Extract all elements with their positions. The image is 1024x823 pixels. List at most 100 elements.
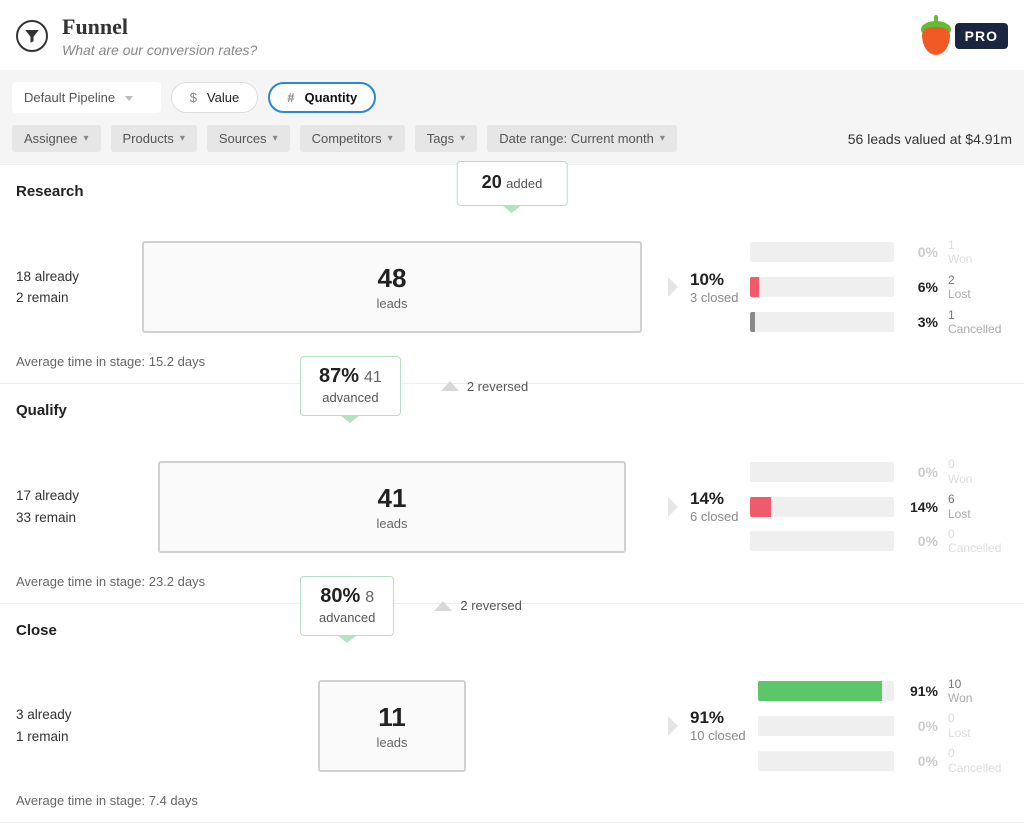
outcome-label: Cancelled	[948, 761, 1008, 775]
filter-assignee[interactable]: Assignee▾	[12, 125, 101, 152]
filter-products[interactable]: Products▾	[111, 125, 197, 152]
outcome-meta: 0 Lost	[948, 711, 1008, 740]
outcome-bar-fill	[750, 497, 770, 517]
closed-pct: 91%	[690, 708, 746, 728]
stage-left-col: 17 already 33 remain	[16, 485, 116, 528]
already-count: 17 already	[16, 485, 116, 507]
stage-left-col: 3 already 1 remain	[16, 704, 116, 747]
filter-competitors[interactable]: Competitors▾	[300, 125, 405, 152]
controls-bar: Default Pipeline $ Value # Quantity Assi…	[0, 70, 1024, 164]
filter-tags[interactable]: Tags▾	[415, 125, 478, 152]
advance-pct: 80%	[320, 585, 360, 607]
reversed-text: 2 reversed	[460, 598, 521, 613]
outcome-pct: 0%	[904, 718, 938, 734]
nutshell-logo-icon	[919, 17, 953, 55]
outcome-label: Lost	[948, 726, 1008, 740]
funnel-icon	[16, 20, 48, 52]
value-mode-pill[interactable]: $ Value	[171, 82, 259, 113]
funnel-stage: 87%41 advanced 2 reversed Qualify 17 alr…	[0, 384, 1024, 603]
outcome-label: Won	[948, 472, 1008, 486]
leads-label: leads	[320, 735, 464, 750]
closed-summary: 14% 6 closed	[690, 489, 738, 524]
chevron-down-icon: ▾	[460, 133, 465, 144]
closed-summary: 91% 10 closed	[690, 708, 746, 743]
page-header: Funnel What are our conversion rates? PR…	[0, 0, 1024, 70]
outcomes-list: 0% 0 Won 14% 6 Lost 0% 0 Cancelled	[750, 457, 1008, 555]
added-badge: 20 added	[457, 161, 568, 206]
outcome-bar-track	[750, 277, 894, 297]
outcome-pct: 14%	[904, 499, 938, 515]
leads-box[interactable]: 48 leads	[142, 241, 642, 333]
advance-count: 8	[365, 589, 374, 606]
remain-count: 2 remain	[16, 287, 116, 309]
chevron-down-icon: ▾	[273, 133, 278, 144]
outcome-meta: 0 Cancelled	[948, 527, 1008, 556]
outcome-row: 91% 10 Won	[758, 677, 1008, 706]
outcome-label: Cancelled	[948, 322, 1008, 336]
outcome-count: 0	[948, 711, 1008, 725]
avg-time-text: Average time in stage: 7.4 days	[16, 793, 1008, 808]
outcome-row: 3% 1 Cancelled	[750, 308, 1008, 337]
funnel-stages: 20 added Research 18 already 2 remain 48…	[0, 164, 1024, 823]
outcome-bar-track	[750, 531, 894, 551]
page-subtitle: What are our conversion rates?	[62, 42, 257, 58]
reversed-indicator: 2 reversed	[441, 379, 528, 394]
outcome-label: Cancelled	[948, 541, 1008, 555]
chevron-down-icon	[125, 96, 133, 101]
outcome-meta: 1 Won	[948, 238, 1008, 267]
stage-left-col: 18 already 2 remain	[16, 266, 116, 309]
outcome-row: 0% 0 Cancelled	[750, 527, 1008, 556]
chevron-down-icon: ▾	[180, 133, 185, 144]
added-count: 20	[482, 172, 502, 192]
outcome-bar-fill	[750, 312, 754, 332]
outcome-count: 6	[948, 492, 1008, 506]
pipeline-select[interactable]: Default Pipeline	[12, 82, 161, 113]
outcome-count: 1	[948, 238, 1008, 252]
advance-count: 41	[364, 369, 382, 386]
outcome-bar-fill	[750, 277, 759, 297]
leads-box[interactable]: 41 leads	[158, 461, 626, 553]
outcome-row: 0% 0 Lost	[758, 711, 1008, 740]
quantity-mode-label: Quantity	[304, 90, 357, 105]
outcomes-list: 91% 10 Won 0% 0 Lost 0% 0 Cancelled	[758, 677, 1008, 775]
chevron-down-icon: ▾	[388, 133, 393, 144]
leads-count: 11	[320, 702, 464, 733]
outcome-pct: 3%	[904, 314, 938, 330]
outcome-row: 14% 6 Lost	[750, 492, 1008, 521]
closed-sub: 3 closed	[690, 290, 738, 305]
outcome-bar-track	[750, 312, 894, 332]
outcome-pct: 0%	[904, 244, 938, 260]
outcome-count: 0	[948, 527, 1008, 541]
already-count: 3 already	[16, 704, 116, 726]
up-triangle-icon	[434, 601, 452, 611]
outcome-count: 10	[948, 677, 1008, 691]
outcome-bar-track	[758, 751, 894, 771]
leads-box[interactable]: 11 leads	[318, 680, 466, 772]
outcome-label: Won	[948, 691, 1008, 705]
reversed-indicator: 2 reversed	[434, 598, 521, 613]
closed-sub: 6 closed	[690, 509, 738, 524]
outcome-pct: 6%	[904, 279, 938, 295]
outcome-row: 0% 1 Won	[750, 238, 1008, 267]
advance-indicator: 80%8 advanced 2 reversed	[300, 576, 522, 636]
closed-pct: 14%	[690, 489, 738, 509]
filter-date-range[interactable]: Date range: Current month▾	[487, 125, 677, 152]
outcome-bar-track	[750, 242, 894, 262]
closed-summary: 10% 3 closed	[690, 270, 738, 305]
page-title: Funnel	[62, 14, 257, 40]
funnel-stage: 20 added Research 18 already 2 remain 48…	[0, 165, 1024, 384]
up-triangle-icon	[441, 381, 459, 391]
outcome-meta: 2 Lost	[948, 273, 1008, 302]
outcome-label: Lost	[948, 507, 1008, 521]
outcome-count: 0	[948, 457, 1008, 471]
pipeline-select-label: Default Pipeline	[24, 90, 115, 105]
filter-sources[interactable]: Sources▾	[207, 125, 290, 152]
quantity-mode-pill[interactable]: # Quantity	[268, 82, 376, 113]
outcome-row: 0% 0 Cancelled	[758, 746, 1008, 775]
outcome-meta: 0 Won	[948, 457, 1008, 486]
leads-label: leads	[160, 516, 624, 531]
pro-badge: PRO	[955, 23, 1008, 49]
outcome-label: Lost	[948, 287, 1008, 301]
outcomes-list: 0% 1 Won 6% 2 Lost 3% 1 Cancelled	[750, 238, 1008, 336]
already-count: 18 already	[16, 266, 116, 288]
